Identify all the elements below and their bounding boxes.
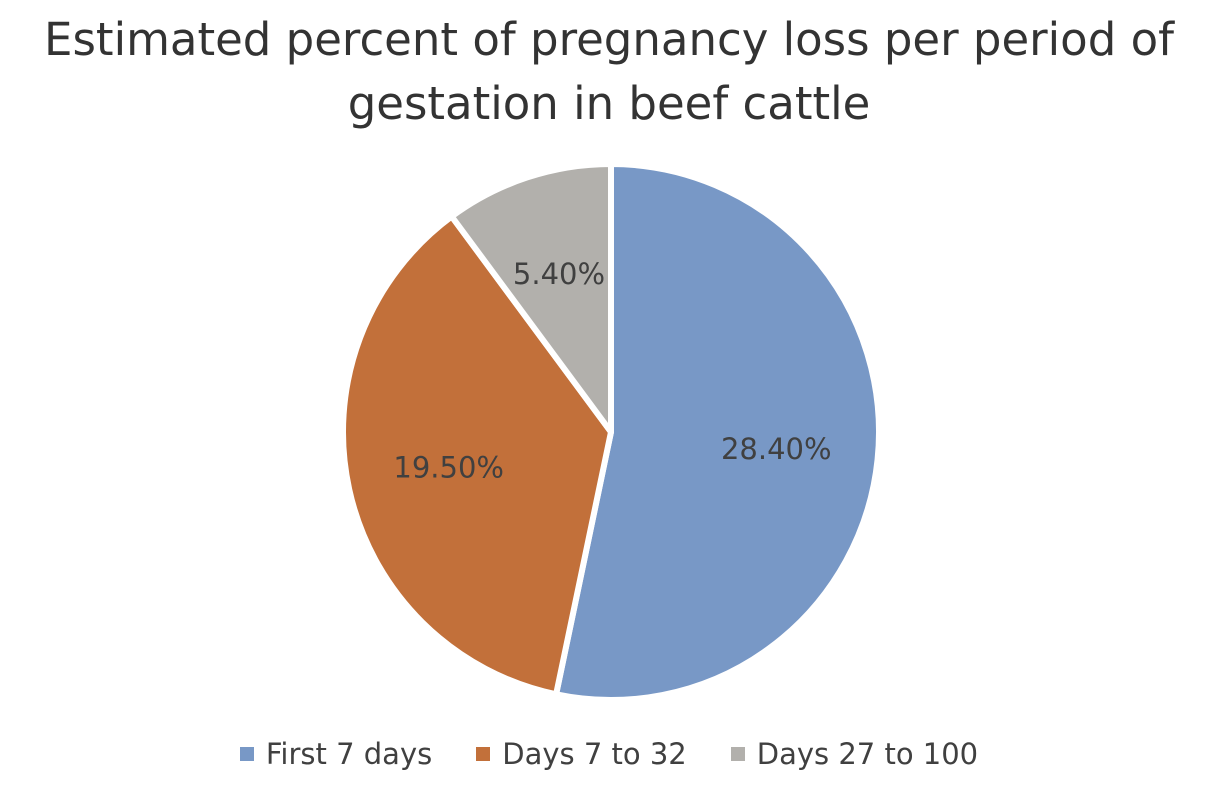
- pie-slice-days-27-to-100: [448, 161, 614, 435]
- data-label-days-27-to-100: 5.40%: [513, 257, 605, 291]
- legend-swatch: [239, 747, 254, 761]
- chart-title: Estimated percent of pregnancy loss per …: [44, 13, 1174, 130]
- legend-label: Days 7 to 32: [502, 737, 687, 771]
- legend-swatch: [476, 747, 491, 761]
- pie-data-labels: 28.40% 19.50% 5.40%: [393, 257, 831, 484]
- data-label-first-7-days: 28.40%: [721, 432, 832, 466]
- legend-swatch: [730, 747, 745, 761]
- legend: First 7 days Days 7 to 32 Days 27 to 100: [0, 734, 1218, 774]
- pie-slice-first-7-days: [553, 161, 883, 703]
- legend-item-days-27-to-100: Days 27 to 100: [730, 737, 979, 771]
- legend-item-first-7-days: First 7 days: [239, 737, 433, 771]
- legend-label: First 7 days: [265, 737, 433, 771]
- legend-item-days-7-to-32: Days 7 to 32: [476, 737, 687, 771]
- legend-label: Days 27 to 100: [756, 737, 979, 771]
- pie-slice-days-7-to-32: [340, 213, 614, 698]
- data-label-days-7-to-32: 19.50%: [393, 450, 504, 484]
- pie-slices: [340, 161, 883, 703]
